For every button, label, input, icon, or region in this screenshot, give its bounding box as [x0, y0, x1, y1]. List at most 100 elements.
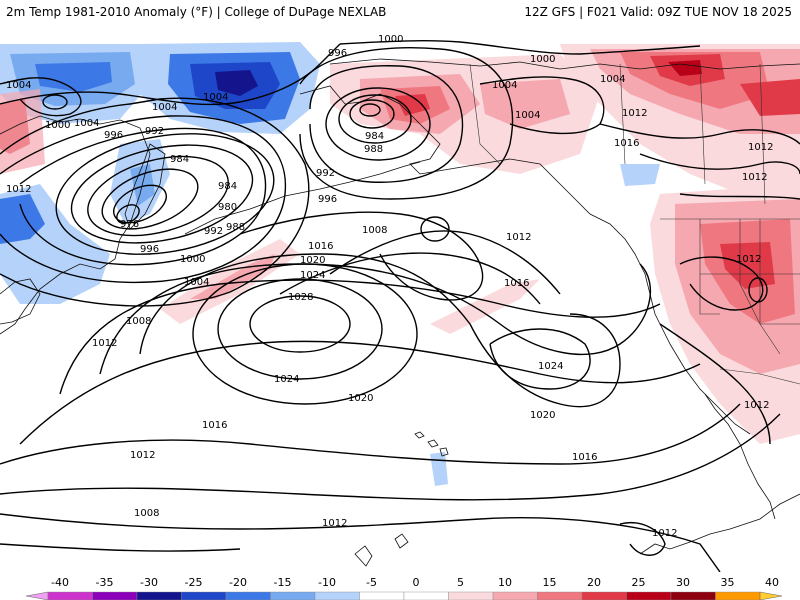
isobar-label: 1028 — [288, 292, 313, 303]
color-legend-swatch — [403, 591, 449, 600]
color-legend-swatch — [92, 591, 138, 600]
isobar-label: 1000 — [530, 54, 555, 65]
isobar-1012-gulf — [420, 216, 450, 242]
isobar-label: 984 — [365, 131, 384, 142]
model-run-info: 12Z GFS | F021 Valid: 09Z TUE NOV 18 202… — [524, 5, 792, 19]
temperature-anomaly-shading — [0, 42, 800, 486]
isobar-label: 1008 — [134, 508, 159, 519]
isobar-1028 — [249, 295, 351, 353]
political-borders — [469, 63, 800, 385]
border-canada-provinces — [619, 63, 766, 205]
isobar-label: 1012 — [652, 528, 677, 539]
isobar-label: 1024 — [538, 361, 563, 372]
isobar-label: 1012 — [736, 254, 761, 265]
isobar-label: 1024 — [274, 374, 299, 385]
color-legend-swatches — [25, 591, 783, 600]
isobar-label: 988 — [364, 144, 383, 155]
isobar-label: 1020 — [300, 255, 325, 266]
color-legend-tick-label: -15 — [274, 576, 292, 589]
coastline-canada-arctic — [329, 58, 800, 70]
isobar-label: 1004 — [74, 118, 99, 129]
isobar-label: 992 — [204, 226, 223, 237]
coastline-hawaii — [414, 431, 449, 457]
isobar-label: 1012 — [506, 232, 531, 243]
color-legend-tick-label: 0 — [413, 576, 420, 589]
color-legend-tick-label: 25 — [632, 576, 646, 589]
color-legend-tick-label: -35 — [96, 576, 114, 589]
isobars — [0, 40, 800, 572]
color-legend-swatch — [537, 591, 583, 600]
isobar-label: 1008 — [362, 225, 387, 236]
coastline-aleutians — [184, 161, 421, 235]
color-legend: -40 -35 -30 -25 -20 -15 -10 -5 0 5 10 15 20 25 30 35 40 — [25, 576, 783, 600]
isobar-label: 1004 — [184, 277, 209, 288]
isobar-label: 992 — [316, 168, 335, 179]
isobar-label: 1012 — [92, 338, 117, 349]
isobar-label: 1000 — [180, 254, 205, 265]
isobar-label: 1024 — [300, 270, 325, 281]
coastline-south-islands — [354, 533, 409, 567]
isobar-label: 996 — [104, 130, 123, 141]
color-legend-tick-label: -10 — [318, 576, 336, 589]
isobar-label: 1008 — [126, 316, 151, 327]
weather-map: 996 1000 1000 1004 1004 1004 1004 1004 1… — [0, 24, 800, 572]
isobar-label: 980 — [218, 202, 237, 213]
isobar-label: 1016 — [614, 138, 639, 149]
isobar-label: 1012 — [622, 108, 647, 119]
isobar-label: 1020 — [348, 393, 373, 404]
color-legend-tick-label: 10 — [498, 576, 512, 589]
isobar-label: 1016 — [202, 420, 227, 431]
border-states-1 — [699, 219, 720, 315]
color-legend-swatch — [314, 591, 360, 600]
color-legend-swatch — [136, 591, 182, 600]
color-legend-swatch — [759, 591, 783, 600]
isobar-label: 984 — [218, 181, 237, 192]
isobar-label: 1016 — [504, 278, 529, 289]
isobar-label: 1004 — [515, 110, 540, 121]
border-us-mexico — [719, 368, 800, 385]
isobar-label: 1016 — [308, 241, 333, 252]
color-legend-swatch — [448, 591, 494, 600]
isobar-label: 996 — [318, 194, 337, 205]
color-legend-tick-label: -40 — [51, 576, 69, 589]
color-legend-labels: -40 -35 -30 -25 -20 -15 -10 -5 0 5 10 15 20 25 30 35 40 — [51, 576, 779, 589]
isobar-label: 988 — [226, 222, 245, 233]
coastline-mexico — [639, 493, 800, 555]
isobar-label: 1020 — [530, 410, 555, 421]
isobar-label: 1000 — [45, 120, 70, 131]
color-legend-swatch — [270, 591, 316, 600]
isobar-label: 1012 — [130, 450, 155, 461]
color-legend-swatch — [670, 591, 716, 600]
color-legend-swatch — [581, 591, 627, 600]
border-states-4 — [759, 219, 800, 325]
coastline-asia — [0, 115, 151, 335]
isobar-label: 1012 — [742, 172, 767, 183]
isobar-label: 992 — [145, 126, 164, 137]
coastline-alaska — [299, 85, 751, 435]
isobar-label: 1004 — [492, 80, 517, 91]
isobar-label: 1012 — [322, 518, 347, 529]
isobar-label: 1004 — [203, 92, 228, 103]
isobar-label: 976 — [120, 219, 139, 230]
isobar-label: 1004 — [600, 74, 625, 85]
isobar-label: 1012 — [744, 400, 769, 411]
isobar-label: 1012 — [748, 142, 773, 153]
isobar-label: 1004 — [6, 80, 31, 91]
isobar-label: 1004 — [152, 102, 177, 113]
color-legend-tick-label: 30 — [676, 576, 690, 589]
coastlines — [0, 58, 800, 567]
border-states-2 — [739, 219, 781, 355]
color-legend-swatch — [359, 591, 405, 600]
isobar-label: 984 — [170, 154, 189, 165]
color-legend-tick-label: 5 — [457, 576, 464, 589]
color-legend-swatch — [715, 591, 761, 600]
isobar-984 — [359, 103, 381, 117]
coastline-baja — [704, 393, 776, 520]
map-header: 2m Temp 1981-2010 Anomaly (°F) | College… — [0, 0, 800, 24]
isobar-label: 996 — [140, 244, 159, 255]
color-legend-swatch — [25, 591, 49, 600]
color-legend-tick-label: 40 — [765, 576, 779, 589]
color-legend-tick-label: -5 — [366, 576, 377, 589]
color-legend-swatch — [181, 591, 227, 600]
color-legend-tick-label: 15 — [543, 576, 557, 589]
